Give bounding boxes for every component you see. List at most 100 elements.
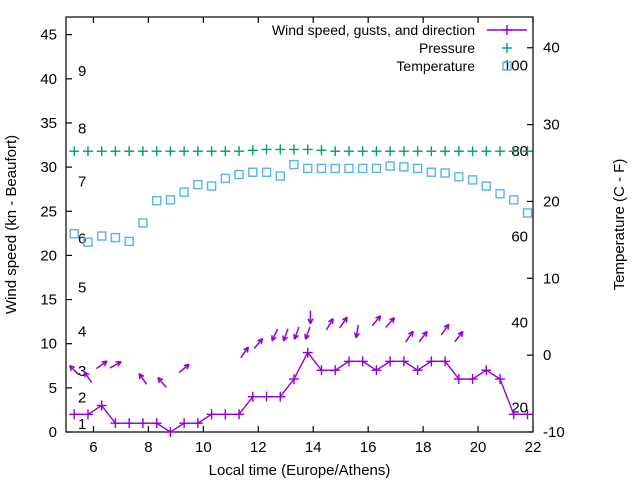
wind-direction-arrowhead: [425, 331, 428, 338]
temperature-point: [426, 167, 437, 177]
wind-direction-arrowhead: [138, 373, 145, 378]
temperature-point: [97, 231, 107, 241]
wind-direction-arrowhead: [447, 324, 450, 330]
wind-direction-arrow: [418, 331, 428, 343]
y-tick-label: 20: [40, 247, 57, 264]
temperature-point: [357, 163, 368, 174]
wind-direction-arrow: [109, 360, 122, 369]
wind-direction-arrowhead: [353, 332, 357, 338]
wind-direction-arrow: [253, 338, 264, 350]
beaufort-label: 7: [78, 173, 86, 190]
temperature-point: [179, 187, 189, 197]
wind-direction-arrowhead: [392, 317, 396, 324]
legend-label-1[interactable]: Pressure: [419, 40, 475, 56]
temperature-point: [110, 232, 121, 243]
wind-direction-arrow: [271, 328, 279, 342]
wind-direction-arrow: [69, 365, 80, 376]
wind-direction-arrowhead: [293, 333, 296, 340]
beaufort-label: 6: [78, 231, 86, 248]
wind-direction-arrow: [440, 323, 450, 336]
temperature-point: [454, 172, 464, 182]
y-tick-label: 45: [40, 27, 57, 44]
temperature-point: [248, 167, 258, 177]
wind-direction-arrow: [282, 328, 289, 342]
wind-direction-arrow: [371, 315, 382, 327]
beaufort-label: 4: [78, 323, 86, 340]
fahrenheit-label: 20: [511, 400, 528, 417]
y-tick-label: 5: [49, 380, 57, 397]
wind-direction-arrowhead: [260, 338, 264, 345]
temperature-point: [275, 171, 285, 181]
y-tick-label: 35: [40, 115, 57, 132]
y-tick-label: 0: [49, 424, 57, 441]
temperature-point: [206, 181, 217, 191]
fahrenheit-label: 100: [503, 58, 528, 75]
legend-swatch-2: [502, 61, 512, 71]
temperature-point: [399, 162, 409, 172]
legend-label-0[interactable]: Wind speed, gusts, and direction: [272, 22, 475, 38]
temperature-point: [509, 195, 519, 205]
temperature-point: [467, 175, 478, 185]
temperature-point: [234, 169, 244, 180]
beaufort-label: 3: [78, 363, 86, 380]
wind-direction-arrow: [339, 316, 348, 329]
wind-direction-arrow: [304, 326, 311, 340]
y2-tick-label: 0: [543, 347, 551, 364]
temperature-point: [385, 161, 395, 171]
temperature-point: [69, 229, 79, 239]
y-tick-label: 10: [40, 336, 57, 353]
wind-direction-arrowhead: [282, 335, 285, 342]
wind-direction-arrowhead: [460, 331, 464, 338]
wind-direction-arrow: [240, 346, 249, 359]
y2-tick-label: 10: [543, 270, 560, 287]
y-axis-title: Wind speed (kn - Beaufort): [3, 135, 20, 314]
y2-tick-label: -10: [543, 424, 565, 441]
y2-tick-label: 40: [543, 40, 560, 57]
plot-frame: [65, 16, 534, 433]
beaufort-label: 1: [78, 416, 86, 433]
wind-direction-arrowhead: [186, 363, 190, 370]
wind-direction-arrow: [454, 331, 464, 343]
x-axis-title: Local time (Europe/Athens): [209, 462, 391, 479]
y-tick-label: 15: [40, 292, 57, 309]
x-tick-label: 18: [415, 439, 432, 456]
x-tick-label: 10: [195, 439, 212, 456]
beaufort-label: 2: [78, 390, 86, 407]
wind-direction-arrowhead: [304, 333, 307, 340]
y2-tick-label: 20: [543, 193, 560, 210]
temperature-point: [151, 195, 162, 206]
wind-direction-arrow: [178, 363, 190, 374]
wind-direction-arrow: [138, 373, 148, 385]
fahrenheit-label: 40: [511, 314, 528, 331]
wind-direction-arrowhead: [345, 317, 348, 323]
wind-direction-arrowhead: [246, 347, 250, 353]
wind-direction-arrowhead: [83, 371, 90, 376]
wind-direction-arrowhead: [378, 315, 382, 322]
temperature-point: [138, 218, 148, 228]
temperature-point: [124, 236, 134, 247]
beaufort-label: 9: [78, 63, 86, 80]
y-tick-label: 40: [40, 71, 57, 88]
y2-axis-title: Temperature (C - F): [611, 159, 628, 291]
beaufort-label: 8: [78, 120, 86, 137]
temperature-point: [261, 167, 272, 177]
wind-direction-arrow: [325, 318, 334, 331]
x-tick-label: 14: [305, 439, 322, 456]
beaufort-label: 5: [78, 279, 86, 296]
wind-direction-arrowhead: [103, 360, 108, 367]
wind-direction-arrow: [157, 377, 167, 389]
temperature-point: [83, 237, 93, 247]
wind-direction-arrow: [385, 317, 396, 328]
wind-direction-arrowhead: [117, 361, 122, 367]
legend-label-2[interactable]: Temperature: [396, 58, 475, 74]
temperature-point: [303, 163, 313, 174]
temperature-point: [316, 163, 327, 174]
y2-tick-label: 30: [543, 117, 560, 134]
wind-direction-arrow: [95, 360, 108, 370]
wind-direction-arrow: [405, 330, 414, 343]
x-tick-label: 16: [360, 439, 377, 456]
x-tick-label: 22: [525, 439, 542, 456]
temperature-point: [481, 181, 491, 191]
